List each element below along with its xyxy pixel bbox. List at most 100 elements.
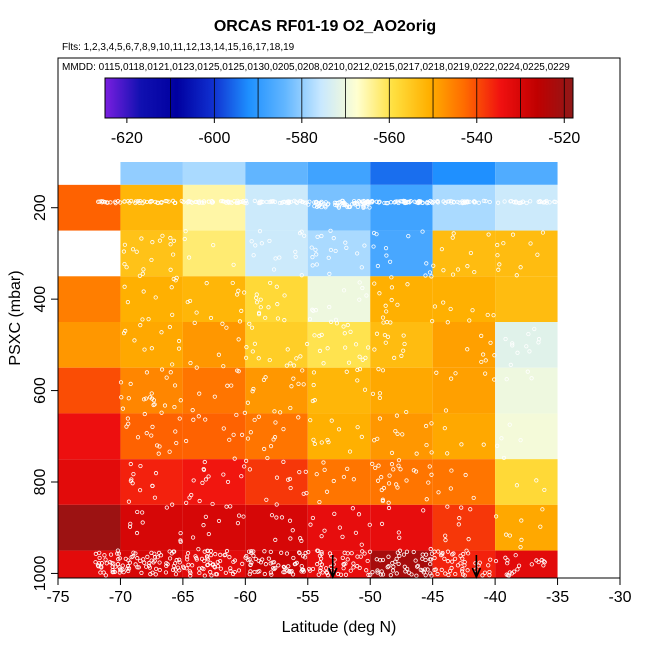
sample-point	[288, 405, 293, 411]
sample-point	[311, 437, 316, 442]
sample-point	[291, 363, 297, 368]
sample-point	[128, 461, 133, 467]
sample-point	[178, 530, 183, 536]
sample-point	[152, 495, 158, 500]
sample-point	[542, 560, 547, 565]
sample-point	[296, 550, 302, 555]
colorbar-tick-label: -560	[373, 130, 405, 147]
sample-point	[390, 560, 395, 566]
sample-point	[486, 232, 491, 237]
sample-point	[442, 426, 447, 431]
sample-point	[216, 352, 221, 357]
sample-point	[345, 466, 350, 471]
sample-point	[364, 293, 369, 298]
sample-point	[284, 363, 289, 368]
sample-point	[268, 570, 273, 575]
sample-point	[388, 200, 394, 205]
sample-point	[163, 198, 168, 204]
sample-point	[173, 572, 179, 577]
sample-point	[274, 475, 280, 480]
sample-point	[451, 231, 456, 236]
sample-point	[421, 508, 426, 513]
sample-point	[449, 376, 454, 381]
sample-point	[175, 565, 181, 570]
sample-point	[273, 420, 278, 425]
sample-point	[250, 389, 255, 394]
sample-point	[294, 356, 299, 361]
sample-point	[391, 467, 396, 472]
sample-point	[273, 565, 278, 571]
sample-point	[138, 463, 143, 469]
heatmap-cell	[120, 230, 183, 277]
sample-point	[351, 565, 356, 570]
sample-point	[116, 551, 121, 556]
sample-point	[224, 504, 229, 509]
heatmap-cell	[370, 162, 433, 185]
sample-point	[459, 442, 464, 447]
sample-point	[493, 514, 499, 519]
sample-point	[293, 199, 299, 204]
sample-point	[472, 269, 477, 275]
sample-point	[482, 570, 488, 575]
sample-point	[379, 569, 384, 574]
sample-point	[381, 320, 386, 325]
sample-point	[525, 369, 530, 374]
sample-point	[450, 559, 455, 564]
sample-point	[455, 267, 461, 272]
arrow-markers	[328, 555, 482, 579]
sample-point	[495, 253, 500, 258]
sample-point	[302, 200, 307, 205]
heatmap-cell	[245, 367, 308, 414]
sample-point	[268, 280, 273, 286]
sample-point	[156, 550, 162, 555]
heatmap-cell	[370, 276, 433, 322]
sample-point	[377, 291, 382, 296]
sample-point	[170, 362, 175, 367]
sample-point	[236, 337, 241, 342]
heatmap-cell	[58, 184, 121, 231]
sample-point	[486, 563, 491, 568]
sample-point	[429, 551, 435, 556]
sample-point	[504, 532, 509, 537]
sample-point	[221, 364, 226, 369]
sample-point	[491, 313, 496, 318]
sample-point	[157, 560, 162, 565]
sample-point	[446, 572, 451, 578]
sample-point	[142, 411, 147, 417]
sample-point	[244, 553, 249, 559]
sample-point	[153, 572, 158, 577]
sample-point	[110, 564, 115, 569]
sample-point	[126, 421, 131, 426]
sample-point	[270, 560, 275, 565]
sample-point	[148, 199, 153, 204]
sample-point	[200, 480, 205, 485]
sample-point	[360, 357, 365, 362]
sample-point	[249, 549, 254, 554]
sample-point	[168, 242, 173, 247]
sample-point	[251, 386, 256, 392]
sample-point	[427, 270, 433, 275]
sample-point	[429, 274, 434, 279]
sample-point	[250, 349, 255, 354]
sample-point	[298, 536, 303, 541]
sample-point	[131, 550, 136, 555]
sample-point	[455, 563, 461, 568]
heatmap-cell	[495, 367, 558, 414]
sample-point	[379, 475, 384, 480]
sample-point	[116, 557, 121, 562]
sample-point	[177, 557, 182, 562]
sample-point	[139, 570, 144, 576]
sample-point	[177, 416, 182, 421]
heatmap-cell	[120, 367, 183, 414]
sample-point	[152, 402, 157, 407]
sample-point	[151, 398, 157, 403]
sample-point	[307, 317, 313, 322]
sample-point	[184, 500, 189, 505]
sample-point	[264, 199, 269, 205]
y-tick-label: 600	[32, 377, 49, 404]
sample-point	[284, 200, 289, 205]
heatmap-cell	[370, 459, 433, 505]
sample-point	[135, 556, 140, 561]
sample-point	[235, 521, 241, 526]
sample-point	[287, 518, 293, 523]
